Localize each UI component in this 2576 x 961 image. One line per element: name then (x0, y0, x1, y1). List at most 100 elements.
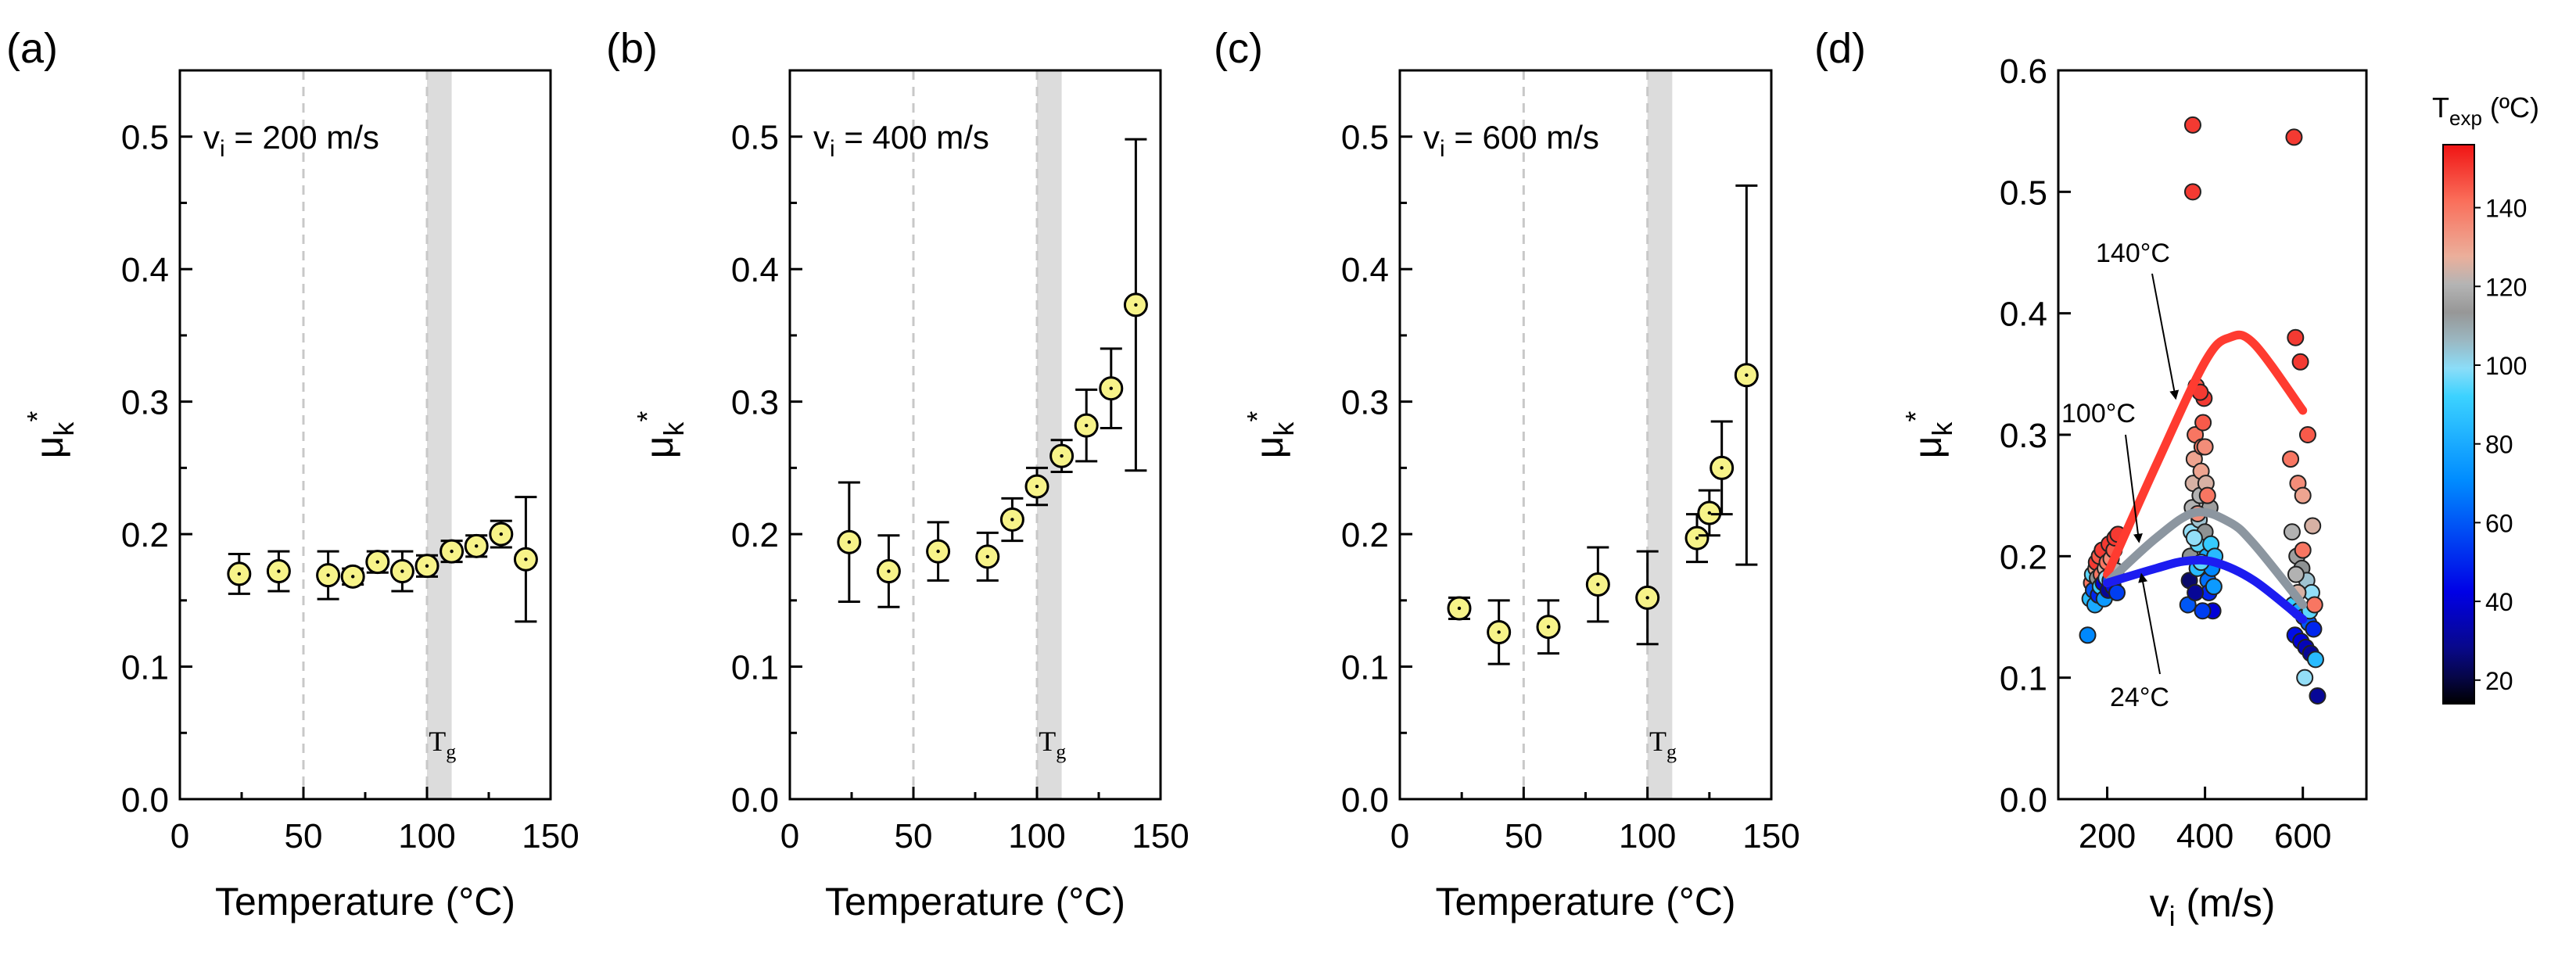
data-point (1074, 388, 1099, 463)
tg-label: Tg (1649, 726, 1677, 763)
x-axis-symbol: v (2150, 881, 2169, 925)
y-tick-label: 0.4 (121, 251, 169, 289)
x-tick-label: 0 (170, 817, 189, 855)
marker-dot (1035, 484, 1039, 489)
x-tick-label: 0 (1390, 817, 1409, 855)
marker-dot (1457, 606, 1462, 611)
scatter-point (2306, 651, 2324, 669)
y-axis-symbol: μ (27, 436, 71, 459)
annotation-symbol: v (813, 119, 830, 156)
marker-dot (1695, 536, 1699, 540)
scatter-point (2194, 602, 2212, 620)
data-point (266, 550, 291, 593)
data-point (439, 539, 465, 564)
curve-label: 24°C (2110, 683, 2169, 712)
curve-arrow (2125, 434, 2143, 543)
annotation-symbol: v (203, 119, 220, 156)
marker-dot (1645, 596, 1649, 600)
y-axis-superscript: * (1241, 411, 1273, 422)
annotation-text: = 600 m/s (1445, 119, 1599, 156)
scatter-point (2187, 583, 2205, 601)
x-tick-label: 50 (285, 817, 323, 855)
data-point (1734, 184, 1759, 566)
marker-dot (1134, 303, 1138, 307)
scatter-point (2283, 523, 2301, 541)
x-axis-subscript: i (2169, 900, 2176, 932)
colorbar (2442, 144, 2475, 705)
fit-curve (2103, 507, 2308, 609)
marker-dot (499, 532, 503, 536)
scatter-point (2298, 426, 2316, 443)
colorbar-tick-label: 120 (2485, 273, 2527, 301)
y-tick-label: 0.4 (731, 251, 779, 289)
y-tick-label: 0.5 (1341, 119, 1389, 157)
y-axis-superscript: * (1900, 411, 1932, 422)
data-point (1049, 439, 1075, 473)
marker-dot (326, 573, 330, 577)
y-tick-label: 0.1 (121, 649, 169, 687)
x-tick-label: 150 (522, 817, 579, 855)
tg-label: Tg (429, 726, 456, 763)
marker-dot (1109, 386, 1114, 390)
x-tick-label: 200 (2079, 817, 2136, 855)
y-axis-symbol: μ (637, 436, 681, 459)
x-tick-label: 100 (398, 817, 455, 855)
scatter-point (2196, 438, 2214, 456)
scatter-point (2294, 541, 2312, 559)
curve-arrow (2138, 572, 2161, 675)
marker-dot (1707, 511, 1712, 515)
data-point (489, 519, 514, 549)
data-point (340, 564, 365, 589)
scatter-point (2183, 183, 2201, 201)
marker-dot (1085, 423, 1089, 428)
data-point (1447, 596, 1472, 621)
scatter-point (2287, 565, 2305, 583)
scatter-point (2309, 687, 2327, 705)
scatter-point (2183, 116, 2201, 134)
x-axis-label: vi (m/s) (2150, 881, 2276, 932)
data-point (1123, 138, 1148, 472)
curve-label: 100°C (2061, 399, 2136, 429)
colorbar-tick-label: 80 (2485, 431, 2513, 459)
tg-band (1647, 70, 1673, 799)
data-point (389, 550, 414, 593)
velocity-annotation: vi = 600 m/s (1423, 119, 1599, 162)
colorbar-tick-label: 40 (2485, 588, 2513, 616)
data-point (1585, 546, 1610, 623)
annotation-symbol: v (1423, 119, 1440, 156)
marker-dot (1497, 630, 1501, 634)
x-tick-label: 150 (1132, 817, 1189, 855)
colorbar-tick-label: 100 (2485, 352, 2527, 380)
annotation-text: = 200 m/s (225, 119, 379, 156)
marker-dot (1720, 466, 1724, 470)
y-axis-subscript: k (1926, 421, 1958, 436)
marker-dot (1060, 454, 1064, 458)
data-point (316, 550, 341, 601)
tg-symbol: T (429, 726, 446, 757)
curve-label: 140°C (2096, 238, 2170, 268)
y-tick-label: 0.5 (731, 119, 779, 157)
panel-label: (a) (6, 25, 58, 72)
data-point (1024, 466, 1049, 507)
data-point (414, 554, 439, 579)
scatter-point (2291, 353, 2309, 371)
x-tick-label: 400 (2176, 817, 2233, 855)
marker-dot (475, 544, 479, 548)
fit-curve (2103, 330, 2308, 579)
marker-dot (887, 569, 891, 573)
scatter-point (2287, 328, 2305, 346)
marker-dot (1010, 518, 1014, 522)
scatter-point (2079, 626, 2097, 644)
x-axis-text: (m/s) (2176, 881, 2276, 925)
y-tick-label: 0.4 (1341, 251, 1389, 289)
x-tick-label: 50 (895, 817, 933, 855)
data-point (1099, 347, 1124, 430)
scatter-point (2198, 486, 2216, 504)
y-tick-label: 0.3 (1341, 384, 1389, 422)
y-tick-label: 0.0 (731, 781, 779, 819)
data-point (926, 521, 951, 582)
data-point (227, 553, 252, 595)
